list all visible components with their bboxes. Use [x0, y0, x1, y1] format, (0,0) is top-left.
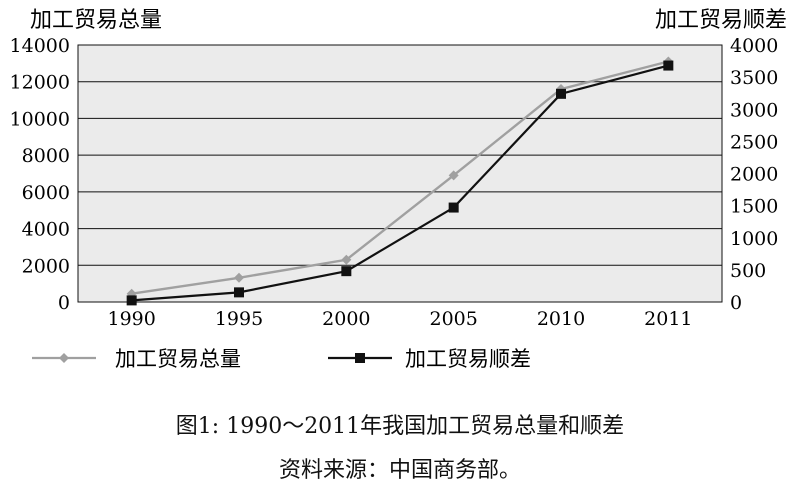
left-tick-label: 6000 — [22, 182, 70, 204]
data-point — [234, 287, 244, 298]
source-caption: 资料来源：中国商务部。 — [278, 458, 521, 483]
data-point — [448, 170, 459, 181]
data-point — [234, 272, 244, 283]
data-point — [556, 88, 566, 99]
chart: 0 2000 4000 6000 8000 10000 12000 14000 0 500 100… — [10, 8, 787, 371]
grid-lines — [78, 81, 722, 266]
left-tick-label: 8000 — [22, 145, 70, 167]
data-point — [663, 60, 674, 71]
x-tick-label: 1995 — [215, 308, 263, 330]
series-layer — [126, 56, 674, 306]
left-axis-label: 加工贸易总量 — [30, 8, 162, 33]
legend-label: 加工贸易总量 — [115, 347, 241, 371]
right-tick-label: 3000 — [730, 99, 778, 121]
data-point — [126, 295, 137, 306]
legend-marker — [59, 353, 69, 363]
legend-marker — [355, 353, 365, 363]
left-tick-label: 14000 — [10, 35, 70, 57]
left-axis-ticks: 0 2000 4000 6000 8000 10000 12000 14000 — [10, 35, 70, 314]
right-tick-label: 0 — [730, 292, 742, 314]
legend: 加工贸易总量 加工贸易顺差 — [32, 347, 531, 371]
right-tick-label: 3500 — [730, 67, 778, 89]
x-tick-label: 1990 — [107, 308, 155, 330]
figure-caption: 图1: 1990～2011年我国加工贸易总量和顺差 — [175, 414, 625, 439]
right-tick-label: 2000 — [730, 164, 778, 186]
x-tick-label: 2010 — [537, 308, 585, 330]
series-line — [131, 60, 669, 295]
right-tick-label: 1000 — [730, 228, 778, 250]
x-tick-label: 2011 — [644, 308, 692, 330]
right-tick-label: 2500 — [730, 131, 778, 153]
left-tick-label: 12000 — [10, 72, 70, 94]
left-tick-label: 2000 — [22, 255, 70, 277]
series-line — [131, 64, 669, 302]
plot-area — [77, 44, 723, 303]
x-tick-label: 2005 — [429, 308, 477, 330]
right-tick-label: 1500 — [730, 196, 778, 218]
left-tick-label: 10000 — [10, 108, 70, 130]
right-axis-label: 加工贸易顺差 — [655, 8, 787, 33]
data-point — [448, 202, 459, 213]
x-tick-label: 2000 — [322, 308, 370, 330]
right-axis-ticks: 0 500 1000 1500 2000 2500 3000 3500 4000 — [730, 35, 778, 314]
right-tick-label: 500 — [730, 260, 766, 282]
data-point — [341, 266, 352, 277]
left-tick-label: 0 — [58, 292, 70, 314]
legend-label: 加工贸易顺差 — [405, 347, 531, 371]
data-point — [341, 254, 352, 265]
x-axis-ticks: 1990 1995 2000 2005 2010 2011 — [107, 308, 692, 330]
left-tick-label: 4000 — [22, 219, 70, 241]
right-tick-label: 4000 — [730, 35, 778, 57]
